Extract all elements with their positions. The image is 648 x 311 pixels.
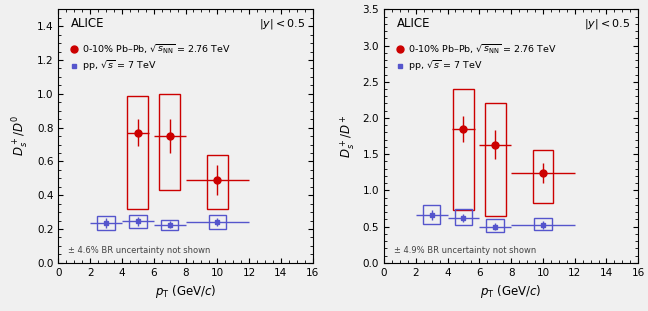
- Bar: [487, 219, 504, 232]
- Bar: [209, 216, 226, 229]
- Bar: [159, 94, 180, 190]
- Text: ALICE: ALICE: [397, 17, 430, 30]
- Text: ± 4.9% BR uncertainty not shown: ± 4.9% BR uncertainty not shown: [394, 246, 537, 255]
- Y-axis label: $D_s^+/D^0$: $D_s^+/D^0$: [11, 116, 31, 156]
- Y-axis label: $D_s^+/D^+$: $D_s^+/D^+$: [338, 114, 357, 158]
- Bar: [207, 155, 227, 209]
- X-axis label: $p_{\mathrm{T}}$ (GeV/$c$): $p_{\mathrm{T}}$ (GeV/$c$): [480, 283, 542, 300]
- Bar: [453, 89, 474, 210]
- Text: ± 4.6% BR uncertainty not shown: ± 4.6% BR uncertainty not shown: [69, 246, 211, 255]
- Text: $|y|<0.5$: $|y|<0.5$: [584, 17, 631, 31]
- Text: $|y|<0.5$: $|y|<0.5$: [259, 17, 305, 31]
- Bar: [128, 95, 148, 209]
- Bar: [97, 216, 115, 230]
- Bar: [533, 150, 553, 203]
- Text: ALICE: ALICE: [71, 17, 104, 30]
- Bar: [423, 205, 441, 224]
- Bar: [534, 218, 551, 230]
- Legend: 0-10% Pb–Pb, $\sqrt{s_{\mathrm{NN}}}$ = 2.76 TeV, pp, $\sqrt{s}$ = 7 TeV: 0-10% Pb–Pb, $\sqrt{s_{\mathrm{NN}}}$ = …: [71, 42, 231, 73]
- X-axis label: $p_{\mathrm{T}}$ (GeV/$c$): $p_{\mathrm{T}}$ (GeV/$c$): [155, 283, 216, 300]
- Bar: [455, 209, 472, 225]
- Bar: [161, 220, 178, 230]
- Legend: 0-10% Pb–Pb, $\sqrt{s_{\mathrm{NN}}}$ = 2.76 TeV, pp, $\sqrt{s}$ = 7 TeV: 0-10% Pb–Pb, $\sqrt{s_{\mathrm{NN}}}$ = …: [397, 42, 557, 73]
- Bar: [129, 215, 146, 228]
- Bar: [485, 103, 505, 216]
